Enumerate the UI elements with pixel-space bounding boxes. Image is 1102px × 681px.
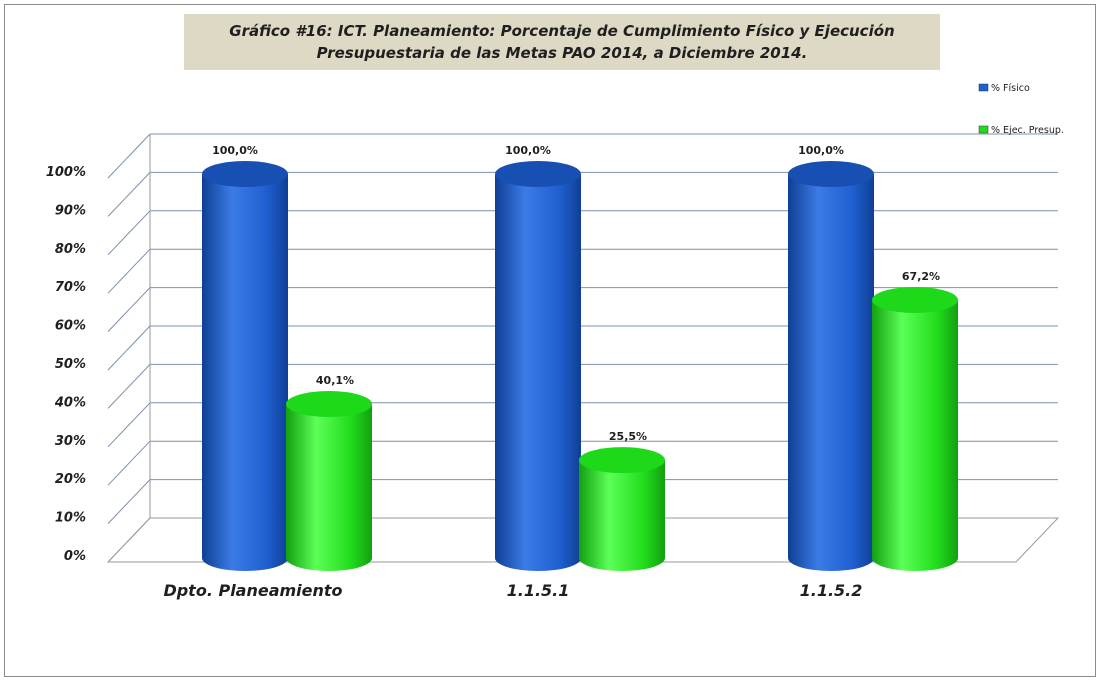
bar-body (872, 299, 958, 571)
legend-swatch (978, 125, 989, 134)
y-tick-label: 0% (64, 549, 86, 564)
y-tick-label: 60% (55, 319, 86, 334)
bar-top (872, 286, 958, 313)
y-tick-label: 40% (54, 395, 86, 410)
y-tick-label: 10% (55, 511, 86, 526)
y-tick-label: 20% (55, 472, 86, 487)
bar (579, 447, 665, 571)
gridline-side (107, 325, 151, 371)
gridline-side (107, 172, 151, 217)
data-label: 67,2% (902, 270, 940, 283)
bar-top (495, 161, 581, 187)
data-label: 100,0% (798, 144, 844, 157)
gridline-side (107, 479, 151, 524)
y-axis-ticks: 0% 10% 20% 30% 40% 50% 60% 70% 80% 90% 100% (46, 165, 86, 564)
legend-label: % Ejec. Presup. (991, 125, 1064, 136)
bar-body (286, 404, 372, 571)
y-tick-label: 30% (55, 434, 86, 449)
legend-swatch (978, 83, 989, 92)
x-category-label: Dpto. Planeamiento (163, 581, 342, 600)
bar (872, 286, 958, 571)
y-tick-label: 100% (46, 165, 86, 180)
bar-body (202, 174, 288, 571)
gridline-side (107, 440, 151, 486)
bar-top (202, 161, 288, 187)
bar-top (788, 161, 874, 187)
data-label: 100,0% (505, 144, 551, 157)
data-label: 100,0% (212, 144, 258, 157)
data-label: 40,1% (316, 374, 354, 387)
bar-body (579, 460, 665, 571)
y-tick-label: 80% (55, 242, 86, 257)
bars (202, 161, 958, 571)
bar-body (495, 174, 581, 571)
legend-entry: % Físico (978, 83, 1030, 94)
bar (788, 161, 874, 571)
floor (106, 517, 1060, 563)
legend-entry: % Ejec. Presup. (978, 125, 1064, 136)
y-tick-label: 70% (55, 280, 86, 295)
gridline-side (107, 210, 151, 256)
chart-title-line-2: Presupuestaria de las Metas PAO 2014, a … (316, 44, 808, 62)
bar (202, 161, 288, 571)
gridline-side (107, 364, 151, 409)
gridline-side (107, 133, 151, 179)
legend-label: % Físico (991, 83, 1030, 94)
x-category-label: 1.1.5.2 (800, 581, 863, 600)
x-category-label: 1.1.5.1 (507, 581, 570, 600)
bar-body (788, 174, 874, 571)
bar (495, 161, 581, 571)
gridline-side (107, 287, 151, 332)
x-axis-categories: Dpto. Planeamiento 1.1.5.1 1.1.5.2 (163, 581, 862, 600)
gridline-side (107, 402, 151, 448)
y-tick-label: 90% (55, 203, 86, 218)
bar-top (579, 447, 665, 474)
legend: % Físico % Ejec. Presup. (978, 83, 1064, 136)
y-tick-label: 50% (55, 357, 86, 372)
gridline-side (107, 248, 151, 294)
bar (286, 391, 372, 571)
chart-title-line-1: Gráfico #16: ICT. Planeamiento: Porcenta… (229, 22, 895, 40)
chart-title: Gráfico #16: ICT. Planeamiento: Porcenta… (184, 14, 940, 70)
data-label: 25,5% (609, 430, 647, 443)
data-labels: 100,0% 40,1% 100,0% 25,5% 100,0% 67,2% (212, 144, 940, 443)
bar-top (286, 391, 372, 418)
